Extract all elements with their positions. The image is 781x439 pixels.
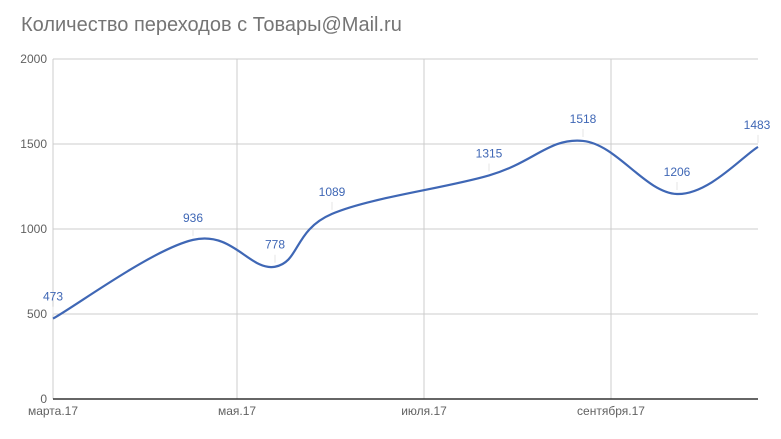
series-line — [52, 139, 759, 320]
y-tick-label: 0 — [40, 392, 47, 406]
data-label: 778 — [265, 238, 285, 252]
data-label: 473 — [43, 290, 63, 304]
x-tick-label: июля.17 — [401, 404, 447, 418]
x-tick-label: марта.17 — [28, 404, 78, 418]
data-label: 936 — [183, 211, 203, 225]
x-tick-label: мая.17 — [218, 404, 256, 418]
y-tick-label: 500 — [27, 307, 47, 321]
data-label: 1089 — [319, 185, 346, 199]
y-tick-label: 2000 — [20, 52, 47, 66]
x-tick-label: сентября.17 — [577, 404, 645, 418]
y-tick-label: 1500 — [20, 137, 47, 151]
data-label: 1206 — [664, 165, 691, 179]
data-label: 1315 — [476, 146, 503, 160]
y-tick-label: 1000 — [20, 222, 47, 236]
data-label: 1483 — [744, 118, 771, 132]
chart-title: Количество переходов с Товары@Mail.ru — [21, 14, 402, 36]
data-label: 1518 — [570, 112, 597, 126]
